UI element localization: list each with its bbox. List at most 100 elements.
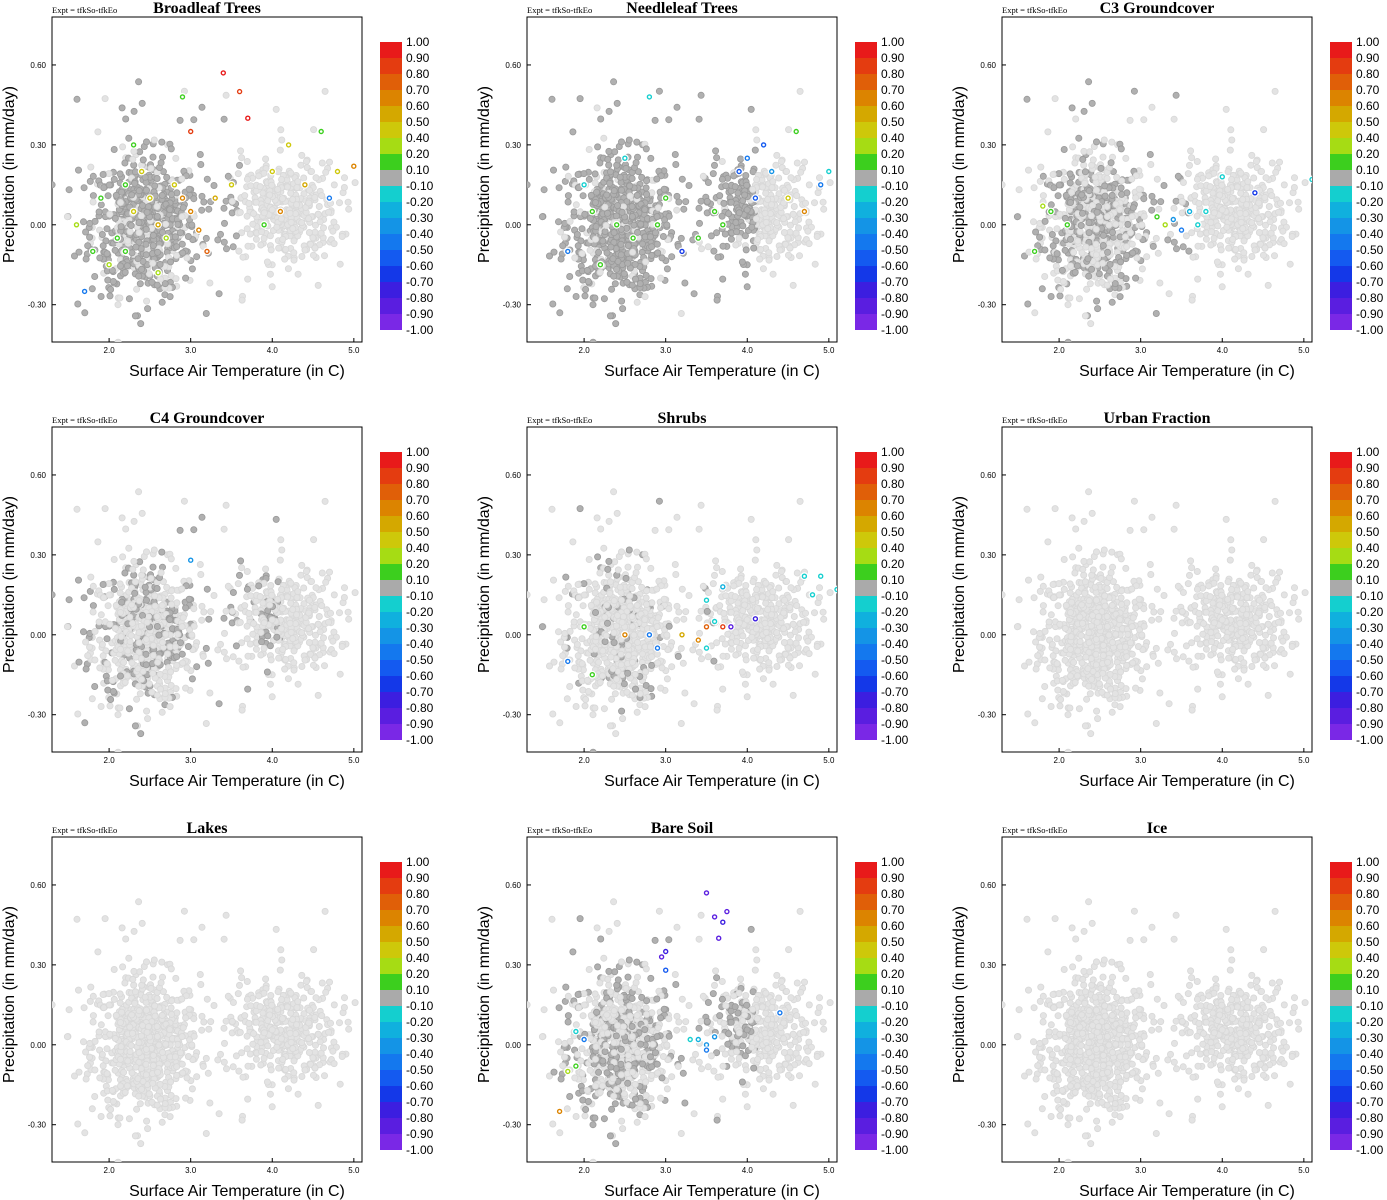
background-point [277, 536, 285, 544]
background-point [732, 218, 740, 226]
background-point [238, 639, 246, 647]
x-tick-label: 3.0 [185, 346, 197, 355]
background-point [612, 320, 620, 328]
background-point [71, 252, 79, 260]
colorbar-label: 0.60 [406, 99, 430, 113]
background-point [131, 312, 139, 320]
background-point [584, 277, 592, 285]
background-point [1085, 219, 1093, 227]
background-point [805, 240, 813, 248]
background-point [1262, 221, 1270, 229]
background-point [749, 185, 757, 193]
background-point [1068, 104, 1076, 112]
background-point [1107, 275, 1115, 283]
background-point [1123, 251, 1131, 259]
background-point [244, 652, 252, 660]
background-point [1078, 191, 1086, 199]
background-point [1106, 260, 1114, 268]
background-point [671, 150, 679, 158]
background-point [135, 639, 143, 647]
background-point [180, 497, 188, 505]
x-tick-label: 5.0 [348, 346, 360, 355]
background-point [178, 650, 186, 658]
background-point [260, 644, 268, 652]
colorbar-swatch [380, 628, 402, 644]
background-point [243, 175, 251, 183]
background-point [1064, 338, 1072, 342]
background-point [1152, 234, 1160, 242]
colorbar-swatch [380, 90, 402, 106]
background-point [765, 249, 773, 257]
colorbar-swatch [1330, 234, 1352, 250]
background-point [104, 276, 112, 284]
background-point [743, 181, 751, 189]
background-point [178, 585, 186, 593]
background-point [311, 603, 319, 611]
background-point [697, 91, 705, 99]
background-point [591, 170, 599, 178]
background-point [1107, 159, 1115, 167]
background-point [1259, 234, 1267, 242]
background-point [1172, 91, 1180, 99]
background-point [1173, 245, 1181, 253]
background-point [1103, 174, 1111, 182]
background-point [305, 596, 313, 604]
background-point [294, 680, 302, 688]
background-point [263, 668, 271, 676]
colorbar-label: -0.70 [406, 275, 434, 289]
background-point [316, 628, 324, 636]
background-point [82, 255, 90, 263]
background-point [185, 595, 193, 603]
colorbar-label: -0.50 [1356, 243, 1384, 257]
background-point [329, 227, 337, 235]
colored-point-center [623, 156, 627, 160]
colorbar-label: -0.70 [406, 685, 434, 699]
background-point [163, 583, 171, 591]
background-point [765, 237, 773, 245]
background-point [1062, 191, 1070, 199]
background-point [114, 301, 122, 309]
background-point [699, 172, 707, 180]
background-point [1114, 240, 1122, 248]
background-point [74, 710, 82, 718]
background-point [275, 244, 283, 252]
background-point [257, 241, 265, 249]
background-point [167, 594, 175, 602]
background-point [138, 201, 146, 209]
background-point [1146, 150, 1154, 158]
background-point [617, 240, 625, 248]
background-point [555, 218, 563, 226]
background-point [1122, 275, 1130, 283]
colorbar-swatch [1330, 282, 1352, 298]
background-point [105, 580, 113, 588]
background-point [587, 191, 595, 199]
background-point [131, 589, 139, 597]
colorbar-label: 1.00 [881, 35, 905, 49]
background-point [143, 208, 151, 216]
background-point [665, 212, 673, 220]
background-point [262, 155, 270, 163]
background-point [311, 221, 319, 229]
background-point [616, 173, 624, 181]
expt-label: Expt = tfkSo-tfkEo [1002, 5, 1067, 15]
colored-point-center [148, 196, 152, 200]
background-point [606, 179, 614, 187]
background-point [268, 616, 276, 624]
x-axis-label: Surface Air Temperature (in C) [1079, 363, 1295, 380]
background-point [307, 167, 315, 175]
background-point [741, 232, 749, 240]
background-point [99, 652, 107, 660]
background-point [252, 645, 260, 653]
colorbar-swatch [1330, 138, 1352, 154]
background-point [753, 136, 761, 144]
background-point [302, 567, 310, 575]
background-point [617, 225, 625, 233]
background-point [298, 561, 306, 569]
background-point [82, 638, 90, 646]
background-point [131, 168, 139, 176]
background-point [156, 275, 164, 283]
colored-point-center [336, 170, 339, 173]
background-point [236, 208, 244, 216]
background-point [52, 181, 56, 189]
background-point [300, 584, 308, 592]
